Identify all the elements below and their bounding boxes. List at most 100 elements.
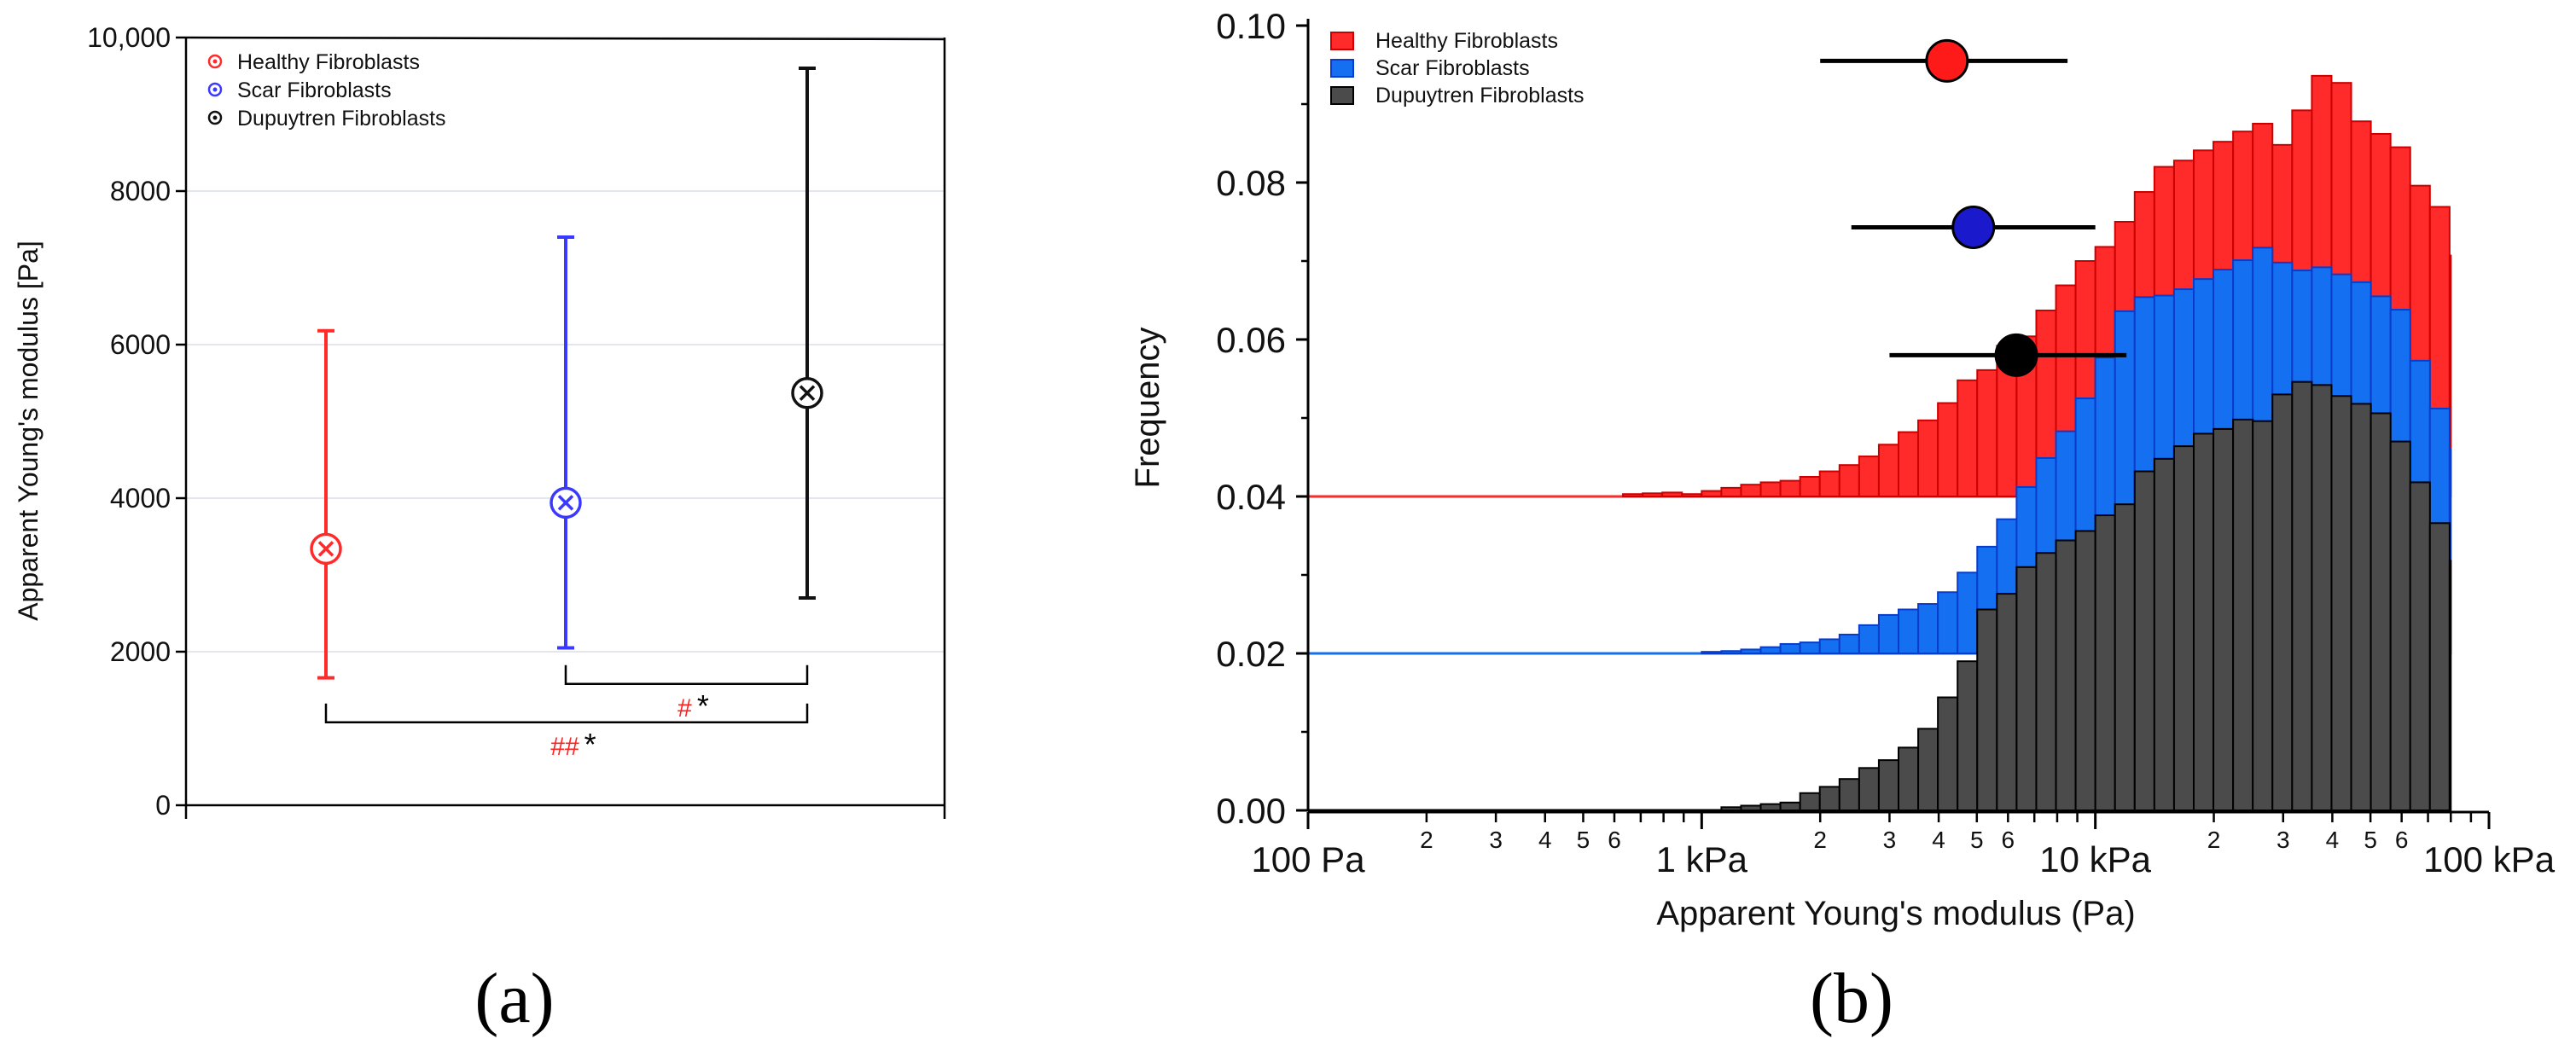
histogram-bar [2035,552,2057,811]
histogram-bar [1818,638,1840,655]
histogram-bar [1996,593,2018,812]
x-minor-label: 3 [2277,827,2290,853]
histogram-bar [1957,660,1979,812]
histogram-bar [2291,380,2313,811]
legend-marker-dot-1 [212,59,218,64]
chart-a-y-ticks: 0 2000 4000 6000 8000 10,000 [87,22,186,821]
x-minor-label: 2 [2207,827,2221,853]
histogram-bar [2232,418,2254,811]
histogram-bar [1622,493,1644,497]
histogram-bar [1917,603,1939,654]
y-tick-label-1: 0.02 [1216,634,1286,674]
histogram-bar [1877,613,1900,654]
legend-label-1: Healthy Fibroblasts [237,50,420,74]
chart-a-significance: # * ## * [324,664,809,762]
histogram-bar [2172,445,2195,811]
x-minor-label: 2 [1420,827,1433,853]
histogram-bar [2370,412,2392,811]
histogram-bar [1877,759,1900,811]
significance-star: * [697,688,709,723]
chart-b-ticks: 0.00 0.02 0.04 0.06 0.08 0.10 100 Pa 1 kPa 10 kP… [1216,6,2555,879]
x-minor-label: 4 [1932,827,1945,853]
panel-label-a: (a) [474,959,554,1038]
x-minor-label: 3 [1883,827,1897,853]
legend-label-3: Dupuytren Fibroblasts [1375,84,1585,107]
x-minor-label: 5 [1970,827,1984,853]
histogram-bar [1898,431,1920,497]
y-tick-label-2: 4000 [110,483,171,514]
histogram-bar [1858,456,1880,498]
series-1-mean-sd [310,328,342,680]
x-minor-label: 3 [1489,827,1503,853]
mean-marker-group-3 [1889,333,2127,377]
histogram-series-3 [1308,380,2452,812]
histogram-bar [2015,566,2038,811]
histogram-bar [2448,560,2452,811]
histogram-bar [1858,624,1880,655]
legend-marker-dot-2 [212,87,218,92]
histogram-bar [1779,642,1801,655]
legend-entry-3: Dupuytren Fibroblasts [1330,84,1585,107]
histogram-bar [1957,572,1979,654]
histogram-bar [1779,479,1801,497]
x-minor-label: 4 [1538,827,1552,853]
histogram-bar [1720,650,1742,654]
y-tick-label-3: 0.06 [1216,320,1286,360]
legend-label-2: Scar Fibroblasts [237,78,392,102]
mean-cross-b-1 [317,541,334,557]
legend-entry-1: Healthy Fibroblasts [207,50,420,74]
bracket-label-1: # * [677,688,709,723]
histogram-bar [2409,481,2431,811]
histogram-bar [2193,432,2215,811]
mean-marker-group-1 [1820,38,2068,83]
legend-marker-dot-3 [212,115,218,120]
mean-cross-b-2 [557,495,574,511]
histogram-bar [1858,767,1880,812]
chart-a-axes [184,36,946,819]
chart-a-points [310,67,823,680]
histogram-bar [1799,641,1821,654]
legend-label-2: Scar Fibroblasts [1375,56,1530,80]
x-major-label-2: 10 kPa [2039,839,2151,879]
mean-marker-1 [1925,38,1969,83]
y-tick-label-5: 0.10 [1216,6,1286,46]
histogram-bar [2094,514,2116,812]
histogram-bar [1818,470,1840,497]
bracket-line-1 [564,664,809,686]
histogram-bar [2153,457,2175,812]
chart-a-y-axis-label: Apparent Young's modulus [Pa] [13,241,44,621]
top-frame-line [185,36,945,41]
legend-entry-2: Scar Fibroblasts [207,78,392,102]
chart-b-x-axis-label: Apparent Young's modulus (Pa) [1656,895,2135,932]
histogram-bar [1976,608,1998,811]
histogram-bar [1759,481,1782,498]
legend-entry-2: Scar Fibroblasts [1330,56,1530,80]
legend-label-3: Dupuytren Fibroblasts [237,107,446,131]
mean-marker-group-2 [1851,205,2096,249]
histogram-bar [2350,403,2372,811]
histogram-bar [1720,486,1742,498]
x-major-label-0: 100 Pa [1251,839,1365,879]
y-tick-label-5: 10,000 [87,22,171,53]
histogram-bar [1799,476,1821,497]
histogram-bar [1976,369,1998,497]
histogram-bar [2271,393,2294,811]
histogram-bar [1799,792,1821,812]
histogram-bar [2389,440,2411,811]
histogram-bar [1838,464,1860,498]
histogram-bar [1759,803,1782,812]
histogram-bar [1917,728,1939,812]
legend-entry-3: Dupuytren Fibroblasts [207,107,446,131]
y-tick-label-4: 8000 [110,176,171,206]
chart-b: 0.00 0.02 0.04 0.06 0.08 0.10 100 Pa 1 kPa 10 kP… [1129,6,2556,932]
histogram-bar [1838,778,1860,812]
chart-b-legend: Healthy Fibroblasts Scar Fibroblasts Dupuy… [1330,29,1585,107]
bracket-label-2: ## * [550,727,596,762]
y-tick-label-2: 0.04 [1216,477,1286,517]
mean-marker-2 [1951,205,1996,249]
histogram-bar [2428,522,2451,812]
histogram-bar [1740,484,1762,498]
x-minor-label: 5 [1577,827,1590,853]
x-minor-label: 6 [1608,827,1621,853]
histogram-bar [1818,786,1840,812]
